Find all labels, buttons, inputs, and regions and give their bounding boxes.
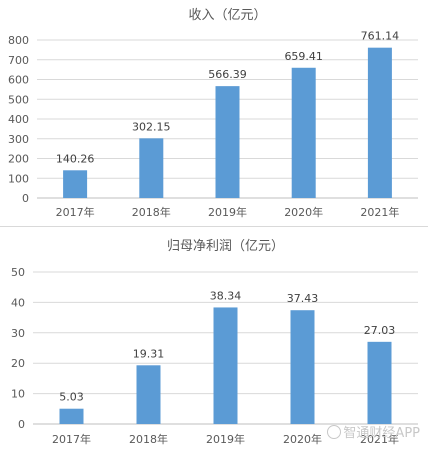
chart2-data-label: 19.31	[133, 347, 165, 360]
watermark-text: 智通财经APP	[343, 426, 420, 441]
chart1-y-tick-label: 200	[8, 153, 29, 166]
chart2-x-tick-label: 2020年	[283, 432, 322, 446]
chart1-data-label: 761.14	[361, 30, 400, 43]
chart1-bar	[139, 138, 164, 198]
chart2-y-tick-label: 10	[11, 388, 25, 401]
chart2-y-tick-label: 40	[11, 296, 25, 309]
chart2-data-label: 38.34	[210, 289, 242, 302]
chart2-data-label: 27.03	[364, 324, 396, 337]
chart1-data-label: 140.26	[56, 152, 95, 165]
chart1-bar	[215, 86, 240, 198]
chart1-y-tick-label: 500	[8, 93, 29, 106]
chart1-data-label: 302.15	[132, 120, 171, 133]
chart2-y-tick-label: 20	[11, 357, 25, 370]
chart2-data-label: 5.03	[59, 391, 84, 404]
chart1-x-tick-label: 2021年	[360, 205, 399, 219]
chart1-y-tick-label: 600	[8, 74, 29, 87]
chart2-title: 归母净利润（亿元）	[167, 239, 284, 254]
chart1-y-tick-label: 800	[8, 34, 29, 47]
watermark-logo-icon	[327, 425, 342, 439]
chart1-x-tick-label: 2019年	[208, 205, 247, 219]
chart1-data-label: 659.41	[284, 50, 323, 63]
chart2-data-label: 37.43	[287, 292, 319, 305]
chart2-y-tick-label: 0	[18, 418, 25, 431]
chart2-x-tick-label: 2021年	[360, 432, 399, 446]
chart2-x-tick-label: 2019年	[206, 432, 245, 446]
chart2-x-tick-label: 2018年	[129, 432, 168, 446]
chart1-bar	[63, 170, 88, 198]
chart1-bar	[367, 47, 392, 198]
watermark: 智通财经APP	[327, 422, 420, 441]
chart1-y-tick-label: 0	[22, 192, 29, 205]
chart1-x-tick-label: 2018年	[132, 205, 171, 219]
chart2-bar	[213, 307, 238, 424]
chart2-y-tick-label: 30	[11, 327, 25, 340]
chart2-bar	[59, 408, 84, 424]
chart2-bar	[367, 341, 392, 424]
chart1-y-tick-label: 300	[8, 133, 29, 146]
chart-divider	[0, 226, 428, 227]
chart1-data-label: 566.39	[208, 68, 247, 81]
chart1-x-tick-label: 2020年	[284, 205, 323, 219]
chart1-y-tick-label: 400	[8, 113, 29, 126]
chart2-y-tick-label: 50	[11, 266, 25, 279]
chart2-x-tick-label: 2017年	[52, 432, 91, 446]
chart1-y-tick-label: 100	[8, 172, 29, 185]
chart1-x-tick-label: 2017年	[56, 205, 95, 219]
chart1-y-tick-label: 700	[8, 54, 29, 67]
chart1-title: 收入（亿元）	[188, 8, 266, 23]
chart1-bar	[291, 67, 316, 198]
chart2-bar	[136, 365, 161, 424]
chart2-bar	[290, 310, 315, 424]
